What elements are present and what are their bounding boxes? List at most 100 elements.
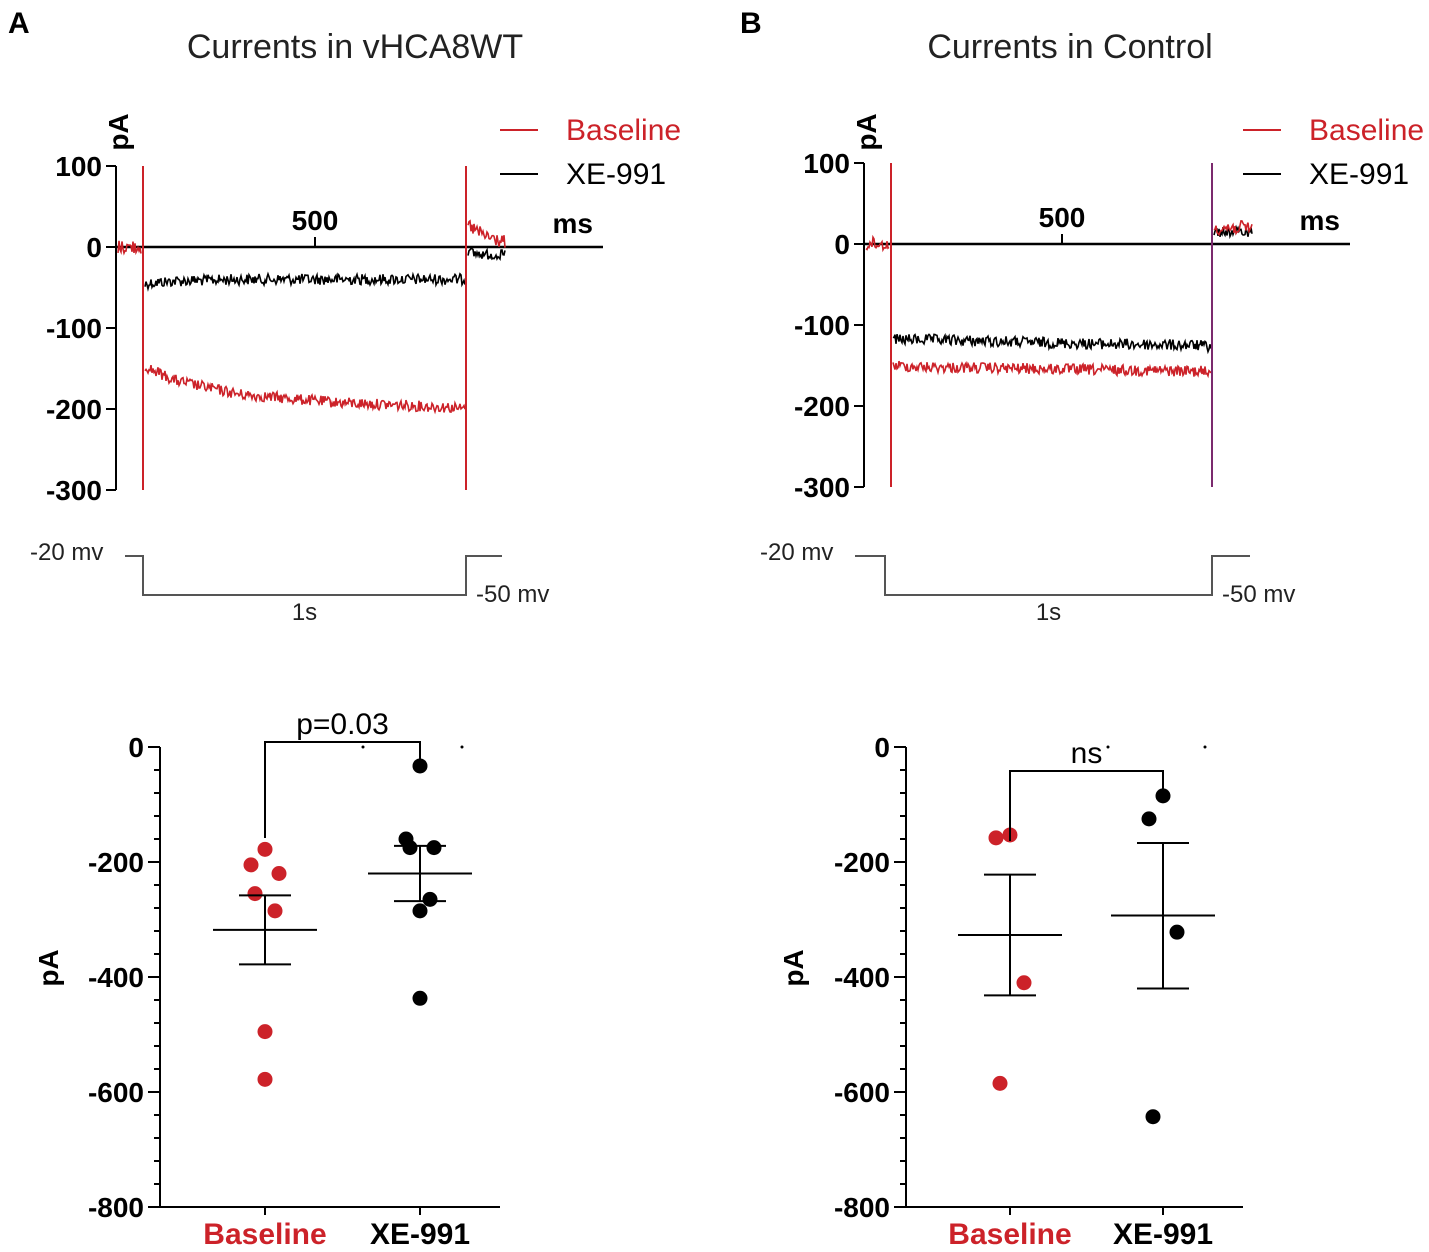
trace-tail-xe991 [467, 247, 506, 262]
scatter-y-tick-label: -200 [834, 847, 890, 878]
scatter-series-baseline [213, 841, 317, 1087]
scatter-y-tick-label: -600 [834, 1077, 890, 1108]
scatter-x-category-label: XE-991 [1113, 1218, 1213, 1251]
panel-title: Currents in Control [927, 28, 1212, 66]
scatter-y-tick-label: -600 [88, 1077, 144, 1108]
trace-x-axis-label: ms [1300, 205, 1340, 236]
scatter-point [412, 903, 428, 919]
scatter-y-tick-label: 0 [128, 732, 144, 763]
protocol-step-label: -50 mv [1222, 581, 1295, 608]
trace-series-baseline [144, 364, 466, 415]
trace-y-tick-label: -100 [794, 310, 850, 341]
scatter-stray-dot [361, 745, 365, 749]
trace-y-tick-label: 0 [834, 229, 850, 260]
trace-pre-pulse-baseline [117, 240, 142, 256]
scatter-point [257, 841, 273, 857]
scatter-stray-dot [1203, 745, 1207, 749]
scatter-point [257, 1071, 273, 1087]
trace-y-tick-label: 100 [55, 151, 102, 182]
scatter-y-axis-label: pA [778, 949, 809, 986]
significance-bracket-line [1009, 770, 1164, 841]
significance-label: p=0.03 [296, 708, 389, 741]
scatter-y-tick-label: 0 [874, 732, 890, 763]
scatter-point [988, 830, 1004, 846]
trace-plot: 100 0 -100 -200 -300 pA 500 ms Baseline XE-991 [794, 113, 1424, 503]
scatter-point [426, 840, 442, 856]
trace-tail-baseline [467, 219, 506, 248]
panel-label: B [740, 7, 762, 40]
trace-series-baseline [892, 360, 1212, 379]
protocol-step-label: -50 mv [476, 581, 549, 608]
protocol-trace [125, 555, 502, 596]
trace-series-xe-991 [144, 271, 466, 292]
trace-y-tick-label: 0 [86, 232, 102, 263]
protocol-hold-label: -20 mv [30, 539, 103, 566]
trace-y-axis-label: pA [851, 113, 882, 150]
scatter-point [243, 857, 259, 873]
trace-x-tick-label: 500 [1039, 202, 1086, 233]
panel-title: Currents in vHCA8WT [187, 28, 523, 66]
scatter-point [422, 891, 438, 907]
scatter-plot: 0 -200 -400 -600 -800 pA Baseline XE-991 ns [778, 732, 1243, 1251]
scatter-y-tick-label: -200 [88, 847, 144, 878]
scatter-x-category-label: XE-991 [370, 1218, 470, 1251]
scatter-series-xe-991 [368, 758, 472, 1006]
significance-label: ns [1071, 737, 1103, 770]
scatter-stray-dot [1106, 745, 1110, 749]
scatter-y-tick-label: -400 [834, 962, 890, 993]
scatter-point [257, 1024, 273, 1040]
scatter-y-tick-label: -800 [88, 1192, 144, 1223]
scatter-series-baseline [958, 827, 1062, 1091]
protocol-trace [855, 555, 1250, 596]
scatter-plot: 0 -200 -400 -600 -800 pA Baseline XE-991 p=0.03 [33, 708, 500, 1251]
scatter-series-xe-991 [1111, 788, 1215, 1125]
trace-legend: Baseline XE-991 [500, 114, 681, 191]
voltage-protocol: -20 mv -50 mv 1s [760, 539, 1295, 626]
voltage-protocol: -20 mv -50 mv 1s [30, 539, 549, 626]
scatter-point [992, 1075, 1008, 1091]
panel-a: A Currents in vHCA8WT 100 0 -100 -200 -300 pA 50… [8, 7, 681, 1251]
significance-bracket-line [264, 741, 421, 838]
scatter-y-tick-label: -800 [834, 1192, 890, 1223]
panel-label: A [8, 7, 30, 40]
scatter-point [412, 758, 428, 774]
trace-pre-pulse-baseline [865, 234, 890, 253]
scatter-point [402, 840, 418, 856]
significance-bracket: p=0.03 [264, 708, 421, 838]
trace-x-axis-label: ms [553, 208, 593, 239]
trace-series-xe-991 [892, 332, 1212, 355]
scatter-point [247, 886, 263, 902]
trace-x-tick-label: 500 [292, 205, 339, 236]
scatter-point [1141, 811, 1157, 827]
trace-tail-baseline [1213, 220, 1253, 237]
legend-entry: XE-991 [1309, 158, 1409, 191]
legend-entry: XE-991 [566, 158, 666, 191]
trace-y-tick-label: -200 [46, 394, 102, 425]
scatter-y-tick-label: -400 [88, 962, 144, 993]
scatter-point [412, 990, 428, 1006]
trace-y-tick-label: -100 [46, 313, 102, 344]
protocol-duration-label: 1s [292, 599, 317, 626]
scatter-y-axis-label: pA [33, 949, 64, 986]
panel-b: B Currents in Control 100 0 -100 -200 -300 pA 50… [740, 7, 1424, 1251]
scatter-stray-dot [460, 745, 464, 749]
trace-plot: 100 0 -100 -200 -300 pA 500 ms Baseline XE-991 [46, 113, 681, 506]
scatter-point [267, 903, 283, 919]
trace-y-tick-label: -300 [46, 475, 102, 506]
protocol-duration-label: 1s [1036, 599, 1061, 626]
significance-bracket: ns [1009, 737, 1164, 841]
trace-legend: Baseline XE-991 [1243, 114, 1424, 191]
legend-entry: Baseline [566, 114, 681, 147]
trace-y-tick-label: 100 [803, 148, 850, 179]
scatter-point [1169, 924, 1185, 940]
scatter-point [1145, 1109, 1161, 1125]
scatter-point [271, 866, 287, 881]
scatter-point [1016, 975, 1032, 991]
scatter-x-category-label: Baseline [948, 1218, 1071, 1251]
trace-y-tick-label: -200 [794, 391, 850, 422]
scatter-x-category-label: Baseline [203, 1218, 326, 1251]
protocol-hold-label: -20 mv [760, 539, 833, 566]
trace-y-tick-label: -300 [794, 472, 850, 503]
legend-entry: Baseline [1309, 114, 1424, 147]
